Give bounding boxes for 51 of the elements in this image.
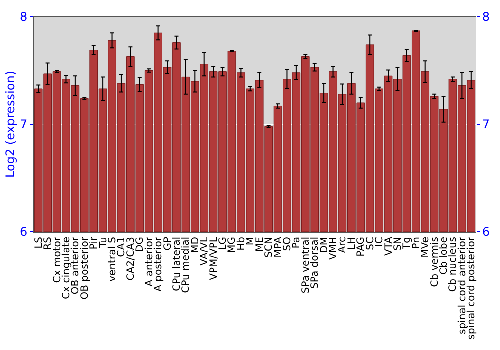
x-tick-label: OB posterior	[80, 236, 91, 300]
x-tick-label: Pa	[292, 237, 303, 249]
x-tick-label: CPu medial	[181, 237, 192, 294]
x-tick-label: spinal cord anterior	[457, 236, 468, 334]
x-tick-label: Cb lobe	[439, 237, 450, 275]
y-tick-label: 8	[20, 10, 28, 24]
x-tick-label: LH	[346, 237, 358, 250]
x-tick-label: GP	[162, 237, 174, 251]
x-tick-label: Arc	[338, 237, 349, 254]
x-tick-label: VPM/VPL	[208, 236, 220, 280]
x-tick-label: SPa ventral	[300, 237, 312, 294]
x-tick-label: A posterior	[154, 236, 165, 292]
x-tick-label: SN	[392, 237, 404, 251]
x-tick-label: M	[246, 237, 257, 246]
x-tick-label: Cb nucleus	[448, 237, 460, 292]
x-tick-label: VTA	[384, 236, 395, 256]
x-tick-label: PAG	[356, 237, 368, 257]
x-tick-label: A anterior	[144, 236, 156, 287]
y-tick-label: 6	[20, 225, 28, 240]
x-tick-label: LS	[34, 237, 45, 249]
x-tick-label: Hb	[236, 237, 248, 251]
x-tick-label: Tg	[402, 237, 414, 250]
y-tick-label: 7	[20, 118, 28, 132]
x-tick-label: Tu	[98, 237, 110, 249]
x-tick-label: MPA	[273, 236, 284, 258]
x-tick-label: DG	[135, 237, 146, 252]
x-tick-label: OB anterior	[70, 236, 82, 295]
x-tick-label: SCN	[264, 237, 276, 258]
x-tick-label: VA/VL	[200, 236, 211, 266]
x-tick-label: Cx motor	[52, 236, 64, 284]
x-tick-label: CA2/CA3	[126, 237, 137, 281]
x-tick-label: Cx cingulate	[61, 237, 72, 300]
x-tick-label: MVe	[420, 237, 432, 258]
x-tick-label: RS	[43, 237, 54, 250]
x-tick-label: spinal cord posterior	[466, 236, 478, 340]
x-tick-label: ME	[254, 237, 266, 252]
x-tick-label: CPu lateral	[172, 237, 183, 292]
x-tick-label: MD	[190, 236, 202, 254]
x-tick-label: Cb vermis	[430, 237, 441, 288]
x-tick-label: SC	[365, 236, 376, 250]
y2-tick-label: 8	[482, 10, 490, 24]
x-tick-label: IC	[374, 236, 386, 247]
x-tick-label: SO	[282, 236, 294, 252]
x-tick-label: SPa dorsal	[310, 237, 322, 289]
x-tick-label: Pir	[89, 236, 100, 250]
x-tick-label: CA1	[116, 237, 128, 258]
y-axis-title: Log2 (expression)	[3, 71, 18, 178]
y2-tick-label: 6	[482, 225, 490, 240]
x-tick-label: DM	[319, 237, 330, 254]
y2-tick-label: 7	[482, 118, 490, 132]
x-tick-label: Pn	[411, 237, 422, 250]
